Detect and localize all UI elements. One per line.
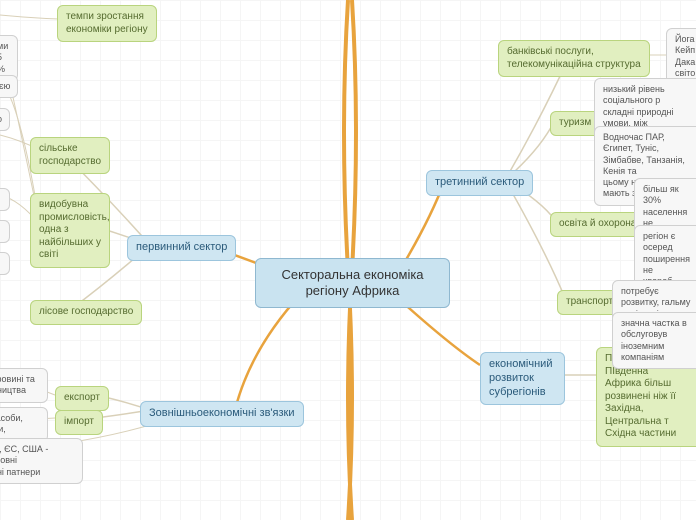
node-mining[interactable]: видобувна промисловість, одна з найбільш… <box>30 193 110 268</box>
node-forestry[interactable]: лісове господарство <box>30 300 142 325</box>
node-agriculture[interactable]: сільське господарство <box>30 137 110 174</box>
leaf-node[interactable]: Йога Кейп Дака світо <box>666 28 696 85</box>
node-export[interactable]: експорт <box>55 386 109 411</box>
branch-primary-sector[interactable]: первинний сектор <box>127 235 236 261</box>
node-growth-rate[interactable]: темпи зростання економіки регіону <box>57 5 157 42</box>
node-banking[interactable]: банківські послуги, телекомунікаційна ст… <box>498 40 650 77</box>
leaf-node[interactable] <box>0 252 10 275</box>
leaf-node[interactable]: і засоби, ліки, <box>0 407 48 442</box>
leaf-node[interactable] <box>0 188 10 211</box>
node-tourism[interactable]: туризм <box>550 111 600 136</box>
central-topic[interactable]: Секторальна економіка регіону Африка <box>255 258 450 308</box>
leaf-node[interactable]: о <box>0 108 10 131</box>
leaf-node[interactable]: дія, ЄС, США - головні льні патнери <box>0 438 83 484</box>
branch-subregions[interactable]: економічний розвиток субрегіонів <box>480 352 565 405</box>
leaf-node[interactable]: сировині та инництва <box>0 368 48 403</box>
node-import[interactable]: імпорт <box>55 410 103 435</box>
leaf-node[interactable] <box>0 220 10 243</box>
leaf-node[interactable]: ією <box>0 75 18 98</box>
leaf-node[interactable]: ми 5 % <box>0 35 18 81</box>
branch-external-relations[interactable]: Зовнішньоекономічні зв'язки <box>140 401 304 427</box>
branch-tertiary-sector[interactable]: третинний сектор <box>426 170 533 196</box>
leaf-node[interactable]: значна частка в обслуговув іноземним ком… <box>612 312 696 369</box>
